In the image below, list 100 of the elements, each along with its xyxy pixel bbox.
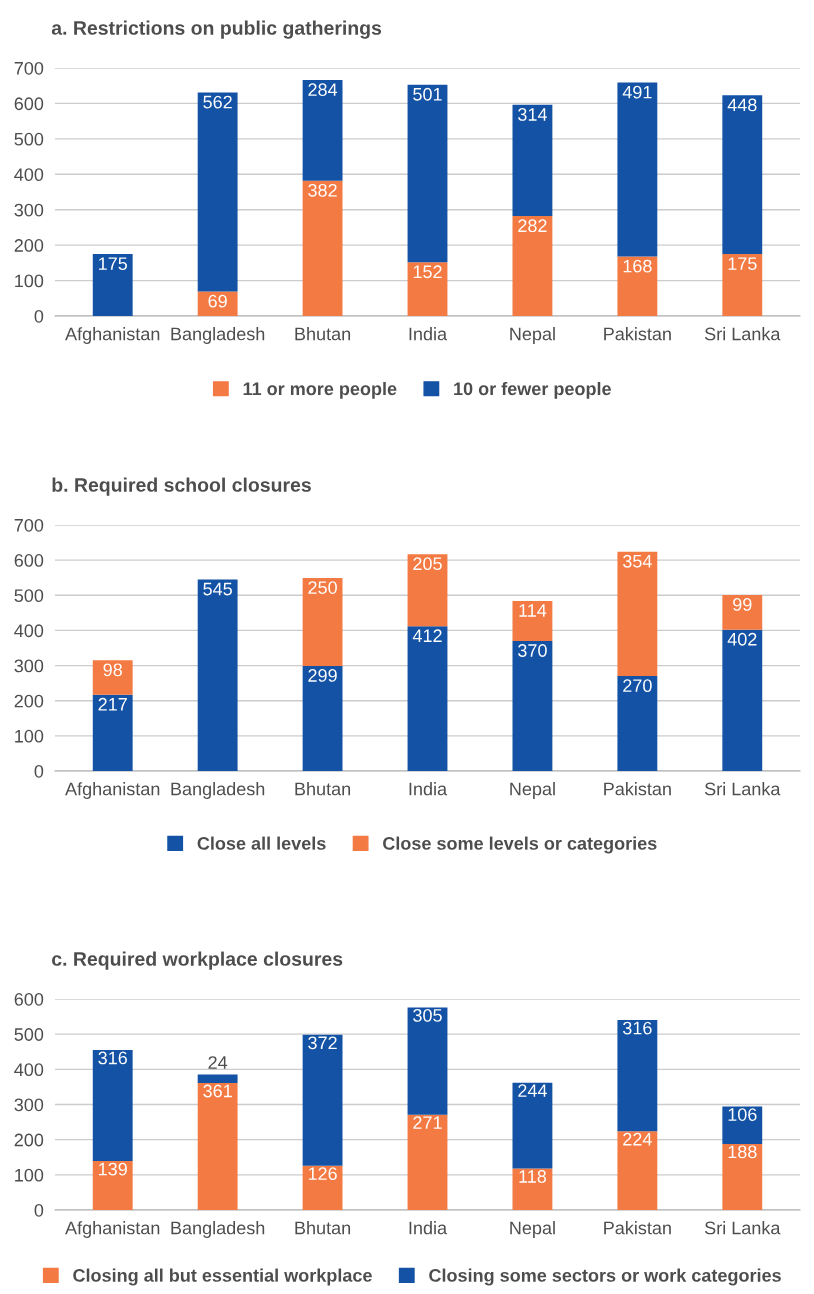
- chart-title: a. Restrictions on public gatherings: [51, 20, 382, 39]
- y-tick-label: 600: [14, 554, 44, 567]
- data-label: 271: [413, 1116, 442, 1129]
- y-tick-label: 100: [15, 274, 44, 288]
- data-label: 562: [203, 95, 232, 109]
- bar: [407, 84, 448, 263]
- bar: [197, 579, 238, 771]
- data-label: 152: [413, 265, 442, 279]
- data-label: 316: [622, 1021, 652, 1035]
- bar: [197, 1083, 238, 1210]
- data-label: 139: [99, 1162, 127, 1176]
- data-label: 250: [308, 581, 337, 594]
- bar: [302, 578, 343, 666]
- x-tick-label: Sri Lanka: [704, 1221, 781, 1235]
- y-tick-label: 300: [14, 203, 44, 217]
- data-label: 106: [728, 1108, 757, 1121]
- bar: [512, 104, 553, 217]
- bar: [722, 254, 763, 316]
- bar: [407, 1114, 448, 1210]
- data-label: 299: [308, 669, 337, 682]
- data-label: 217: [98, 697, 127, 711]
- data-label: 354: [622, 554, 652, 568]
- bar: [92, 1161, 133, 1210]
- y-tick-label: 0: [34, 764, 44, 778]
- x-tick-label: Bhutan: [295, 782, 351, 796]
- bar: [197, 1074, 238, 1084]
- bar: [512, 640, 553, 771]
- data-label: 545: [203, 582, 232, 596]
- bar: [617, 551, 658, 677]
- bar: [302, 80, 343, 181]
- x-tick-label: Nepal: [510, 782, 555, 799]
- bar: [302, 1165, 343, 1210]
- data-label: 99: [733, 598, 752, 611]
- x-tick-label: Bangladesh: [171, 782, 265, 799]
- y-tick-label: 400: [14, 168, 44, 182]
- chart-title: c. Required workplace closures: [52, 951, 343, 970]
- y-tick-label: 300: [14, 659, 44, 673]
- bar: [617, 1131, 658, 1210]
- bar: [407, 554, 448, 627]
- legend-label: Closing all but essential workplace: [73, 1268, 372, 1286]
- bar: [302, 180, 343, 316]
- data-label: 188: [728, 1145, 757, 1159]
- data-label: 361: [203, 1084, 232, 1098]
- bar: [92, 254, 133, 316]
- bar: [512, 600, 553, 641]
- y-tick-label: 500: [14, 132, 44, 146]
- bar: [92, 660, 133, 695]
- data-label: 382: [308, 183, 337, 197]
- y-tick-label: 200: [14, 1133, 44, 1147]
- bar: [197, 92, 238, 292]
- data-label: 168: [623, 259, 652, 273]
- data-label: 491: [622, 85, 652, 99]
- bar: [722, 594, 763, 630]
- data-label: 114: [519, 604, 547, 617]
- x-tick-label: India: [409, 782, 448, 796]
- x-tick-label: India: [409, 1221, 448, 1235]
- bar: [617, 82, 658, 257]
- data-label: 118: [519, 1170, 547, 1183]
- y-tick-label: 600: [14, 97, 44, 111]
- bar: [722, 1143, 763, 1210]
- data-label: 126: [308, 1167, 337, 1181]
- data-label: 402: [727, 632, 757, 646]
- data-label: 175: [99, 257, 128, 271]
- legend-label: Closing some sectors or work categories: [429, 1268, 781, 1286]
- data-label: 412: [412, 629, 442, 642]
- data-label: 244: [518, 1084, 547, 1097]
- x-tick-label: Sri Lanka: [704, 327, 781, 341]
- data-label: 370: [518, 644, 547, 657]
- data-label: 316: [98, 1051, 127, 1065]
- bar: [512, 216, 553, 316]
- y-tick-label: 0: [34, 309, 44, 323]
- data-label: 284: [308, 83, 338, 97]
- legend-label: 10 or fewer people: [454, 381, 611, 399]
- legend-label: 11 or more people: [243, 381, 397, 399]
- data-label: 314: [518, 108, 547, 121]
- data-label: 501: [413, 87, 442, 101]
- bar: [722, 95, 763, 254]
- x-tick-label: Bangladesh: [171, 327, 265, 344]
- bar: [92, 1049, 133, 1162]
- bar: [512, 1082, 553, 1169]
- x-tick-label: Bhutan: [295, 327, 351, 341]
- y-tick-label: 600: [14, 992, 44, 1006]
- y-tick-label: 0: [34, 1203, 44, 1217]
- y-tick-label: 300: [14, 1098, 44, 1112]
- legend-label: Close all levels: [197, 836, 326, 850]
- bar: [302, 665, 343, 771]
- y-tick-label: 500: [14, 589, 44, 603]
- y-tick-label: 700: [14, 518, 44, 532]
- legend-label: Close some levels or categories: [383, 836, 657, 854]
- bar: [617, 1020, 658, 1132]
- bar: [197, 291, 238, 316]
- x-tick-label: Afghanistan: [65, 782, 160, 799]
- y-tick-label: 200: [14, 694, 44, 708]
- data-label: 282: [518, 219, 547, 233]
- bar: [722, 1106, 763, 1144]
- bar: [617, 256, 658, 316]
- data-label: 24: [208, 1056, 228, 1069]
- x-tick-label: Nepal: [510, 1221, 555, 1238]
- y-tick-label: 500: [14, 1028, 44, 1041]
- bar: [407, 626, 448, 771]
